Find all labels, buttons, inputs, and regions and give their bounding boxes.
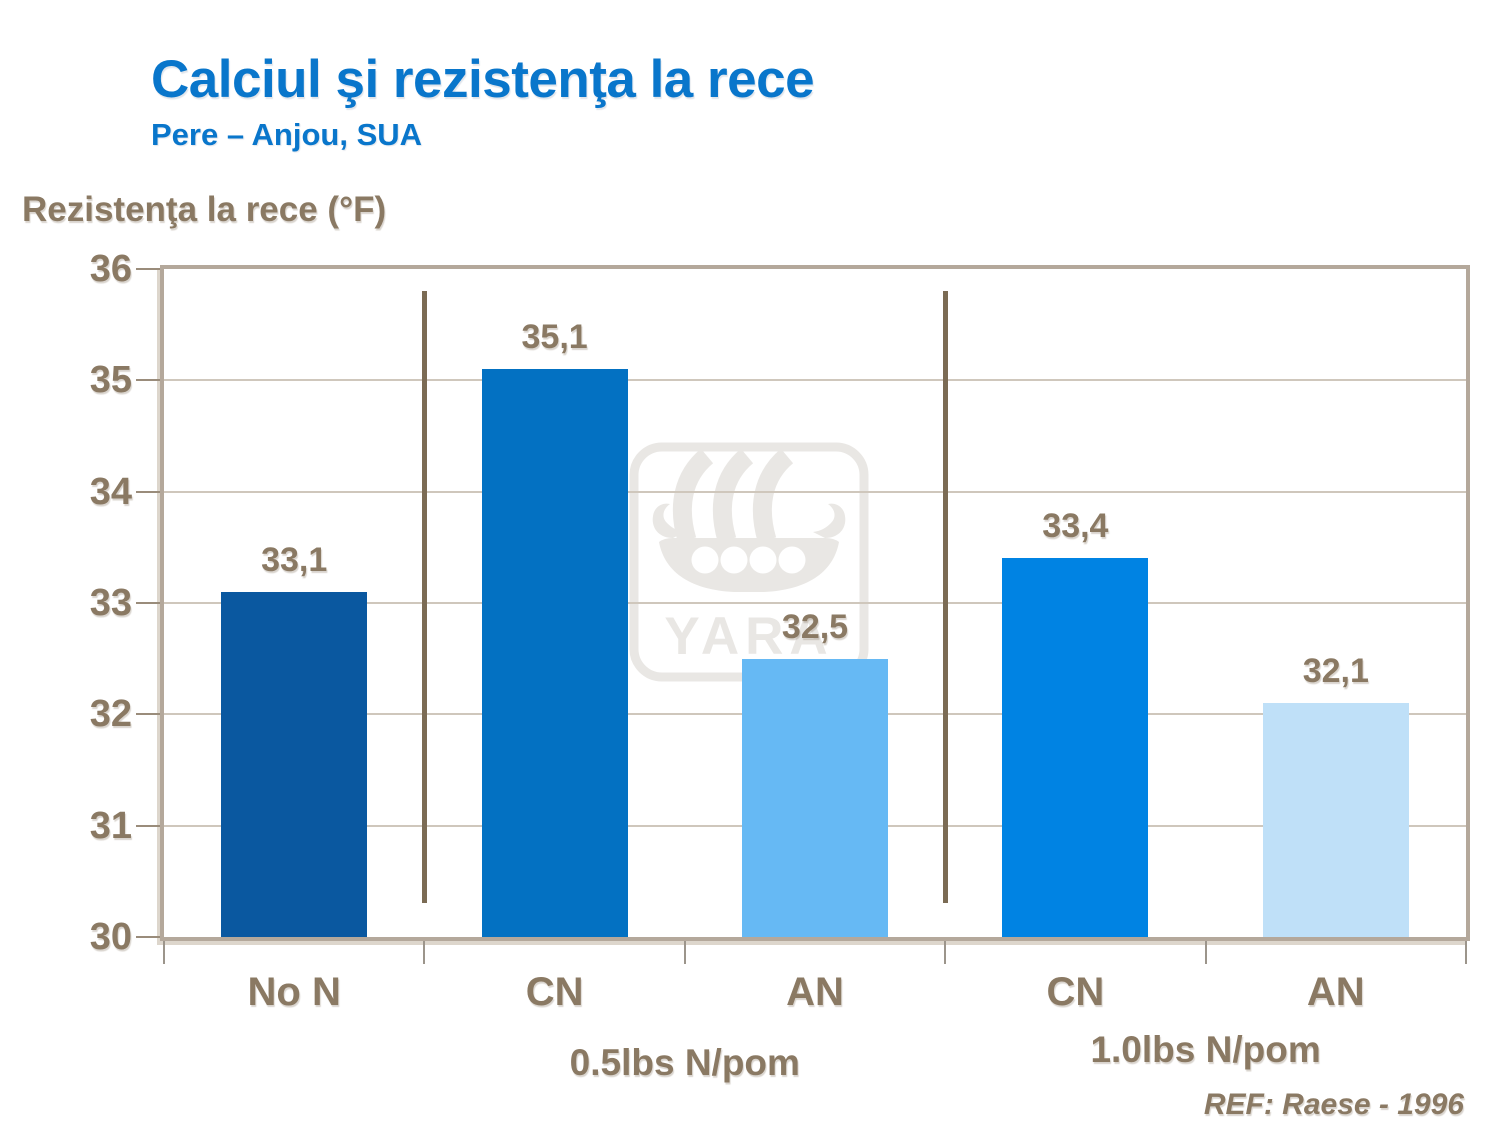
bar-value-label: 32,5	[781, 607, 849, 646]
y-tick-label: 32	[89, 693, 132, 736]
reference-text: REF: Raese - 1996	[1203, 1088, 1464, 1121]
x-tick-mark	[944, 941, 947, 964]
page-subtitle: Pere – Anjou, SUA	[151, 116, 423, 152]
y-tick-mark	[136, 490, 160, 493]
chart-header: Calciul şi rezistenţa la rece Pere – Anj…	[151, 50, 815, 153]
y-tick-label: 30	[89, 916, 132, 958]
y-tick-mark	[136, 379, 160, 382]
gridline	[164, 490, 1466, 493]
y-tick-label: 36	[89, 248, 132, 290]
group-divider-line	[942, 291, 948, 903]
x-category-label: AN	[1306, 970, 1365, 1014]
x-category-label: No N	[247, 970, 341, 1014]
viking-ship-shields-icon	[691, 546, 806, 574]
y-axis-title: Rezistenţa la rece (°F)	[22, 190, 387, 229]
yara-logo-watermark: YARA	[629, 442, 869, 682]
y-tick-mark	[136, 936, 160, 938]
y-tick-mark	[136, 824, 160, 827]
group-divider-line	[421, 291, 427, 903]
gridline	[164, 602, 1466, 604]
x-tick-mark	[1465, 941, 1467, 964]
x-tick-mark	[683, 941, 686, 964]
x-category-label: AN	[786, 970, 844, 1014]
y-tick-mark	[136, 602, 160, 604]
plot-area: YARA 33,1 35,1 32,5 33,4 32,1	[160, 265, 1470, 941]
bar-no-n	[221, 591, 368, 937]
x-tick-mark	[423, 941, 426, 964]
bar-cn	[481, 369, 628, 937]
y-tick-mark	[136, 713, 160, 716]
x-category-label: CN	[525, 970, 584, 1014]
x-tick-mark	[163, 941, 165, 964]
group-label: 0.5lbs N/pom	[569, 1042, 800, 1083]
bar-value-label: 35,1	[521, 318, 588, 357]
watermark-wordmark: YARA	[664, 607, 833, 666]
bar-value-label: 32,1	[1302, 652, 1369, 691]
page-title: Calciul şi rezistenţa la rece	[151, 50, 815, 109]
gridline	[164, 379, 1466, 382]
y-tick-mark	[136, 268, 160, 270]
bar-an	[742, 658, 888, 937]
bar-value-label: 33,4	[1042, 507, 1109, 546]
x-category-label: CN	[1046, 970, 1105, 1014]
bar-value-label: 33,1	[261, 540, 328, 579]
y-tick-label: 34	[89, 470, 132, 513]
group-label: 1.0lbs N/pom	[1090, 1029, 1321, 1070]
bar-cn	[1002, 558, 1149, 937]
y-tick-label: 35	[89, 359, 132, 402]
x-tick-mark	[1204, 941, 1207, 964]
y-tick-label: 33	[89, 582, 132, 624]
viking-ship-sails-icon	[672, 448, 794, 543]
bar-an	[1262, 703, 1409, 937]
y-tick-label: 31	[89, 804, 132, 847]
